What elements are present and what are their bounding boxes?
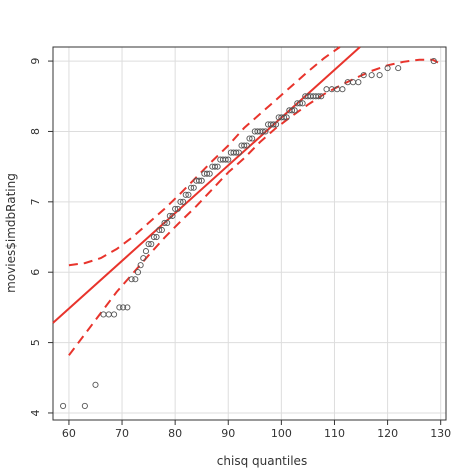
data-point	[158, 226, 165, 234]
data-point	[180, 198, 187, 205]
data-point	[339, 86, 346, 93]
data-point	[161, 219, 168, 226]
data-point	[296, 100, 304, 107]
data-point	[283, 114, 290, 121]
x-tick-label: 70	[115, 427, 129, 440]
x-tick-label: 90	[221, 427, 235, 440]
data-point	[288, 107, 296, 114]
data-point	[350, 79, 357, 86]
plot-frame	[52, 46, 447, 421]
data-point	[384, 65, 391, 72]
data-point	[105, 311, 112, 318]
data-point	[128, 276, 135, 283]
data-point	[195, 177, 203, 184]
data-point	[172, 205, 179, 212]
data-point	[395, 65, 402, 72]
data-point	[318, 93, 325, 100]
data-point	[323, 86, 330, 93]
x-axis: 60 70 80 90 100 110 120 130	[62, 420, 451, 440]
data-point	[235, 149, 242, 156]
data-point	[430, 58, 437, 65]
data-point	[177, 198, 184, 205]
data-point	[169, 212, 176, 219]
data-point	[140, 255, 147, 262]
x-tick-label: 130	[430, 427, 451, 440]
data-point	[81, 402, 88, 409]
horizontal-scrollbar[interactable]	[0, 466, 474, 474]
data-point	[273, 121, 280, 128]
data-point	[368, 72, 375, 79]
data-points	[60, 58, 437, 409]
data-point	[360, 72, 367, 79]
data-point	[166, 212, 173, 219]
x-axis-title: chisq quantiles	[217, 454, 307, 468]
data-point	[262, 128, 269, 135]
data-point	[243, 142, 250, 149]
data-point	[198, 177, 205, 184]
data-point	[92, 381, 99, 388]
data-point	[190, 184, 197, 191]
data-point	[355, 79, 362, 86]
data-point	[137, 262, 144, 269]
data-point	[145, 241, 152, 248]
data-point	[116, 304, 123, 311]
data-point	[225, 156, 232, 163]
data-point	[211, 163, 219, 170]
y-axis: 4 5 6 7 8 9	[29, 58, 53, 416]
envelope-upper-line	[68, 46, 341, 267]
data-point	[206, 170, 213, 177]
reference-line-group	[52, 46, 361, 324]
data-point	[100, 311, 107, 318]
y-tick-label: 4	[29, 409, 42, 416]
data-point	[376, 72, 383, 79]
y-tick-label: 5	[29, 339, 42, 346]
data-point	[280, 114, 288, 121]
x-tick-label: 100	[271, 427, 292, 440]
y-tick-label: 9	[29, 58, 42, 65]
data-point	[150, 233, 157, 241]
data-point	[142, 248, 149, 255]
y-tick-label: 6	[29, 269, 42, 276]
data-point	[249, 135, 256, 142]
x-tick-label: 110	[324, 427, 345, 440]
data-point	[134, 269, 142, 276]
data-point	[188, 184, 195, 191]
data-point	[291, 107, 298, 114]
data-point	[124, 304, 131, 311]
data-point	[148, 241, 155, 248]
data-point	[156, 226, 163, 234]
confidence-envelope	[68, 46, 439, 356]
data-point	[233, 149, 240, 156]
data-point	[203, 170, 211, 177]
data-point	[259, 128, 266, 135]
data-point	[185, 191, 192, 198]
data-point	[214, 163, 221, 170]
grid-lines	[53, 47, 446, 420]
envelope-lower-line	[68, 58, 439, 356]
data-point	[60, 402, 67, 409]
y-tick-label: 7	[29, 198, 42, 205]
data-point	[299, 100, 306, 107]
data-point	[222, 156, 229, 163]
data-point	[132, 276, 139, 283]
data-point	[315, 93, 322, 100]
data-point	[246, 135, 253, 142]
reference-line	[52, 46, 361, 324]
x-tick-label: 80	[168, 427, 182, 440]
data-point	[270, 121, 277, 128]
data-point	[241, 142, 248, 149]
x-tick-label: 60	[62, 427, 76, 440]
y-axis-title: movies$imdbRating	[4, 173, 18, 293]
data-point	[174, 205, 181, 212]
data-point	[153, 233, 160, 241]
data-point	[120, 304, 127, 311]
y-tick-label: 8	[29, 128, 42, 135]
data-point	[164, 219, 171, 226]
data-point	[111, 311, 118, 318]
x-tick-label: 120	[377, 427, 398, 440]
data-point	[182, 191, 189, 198]
